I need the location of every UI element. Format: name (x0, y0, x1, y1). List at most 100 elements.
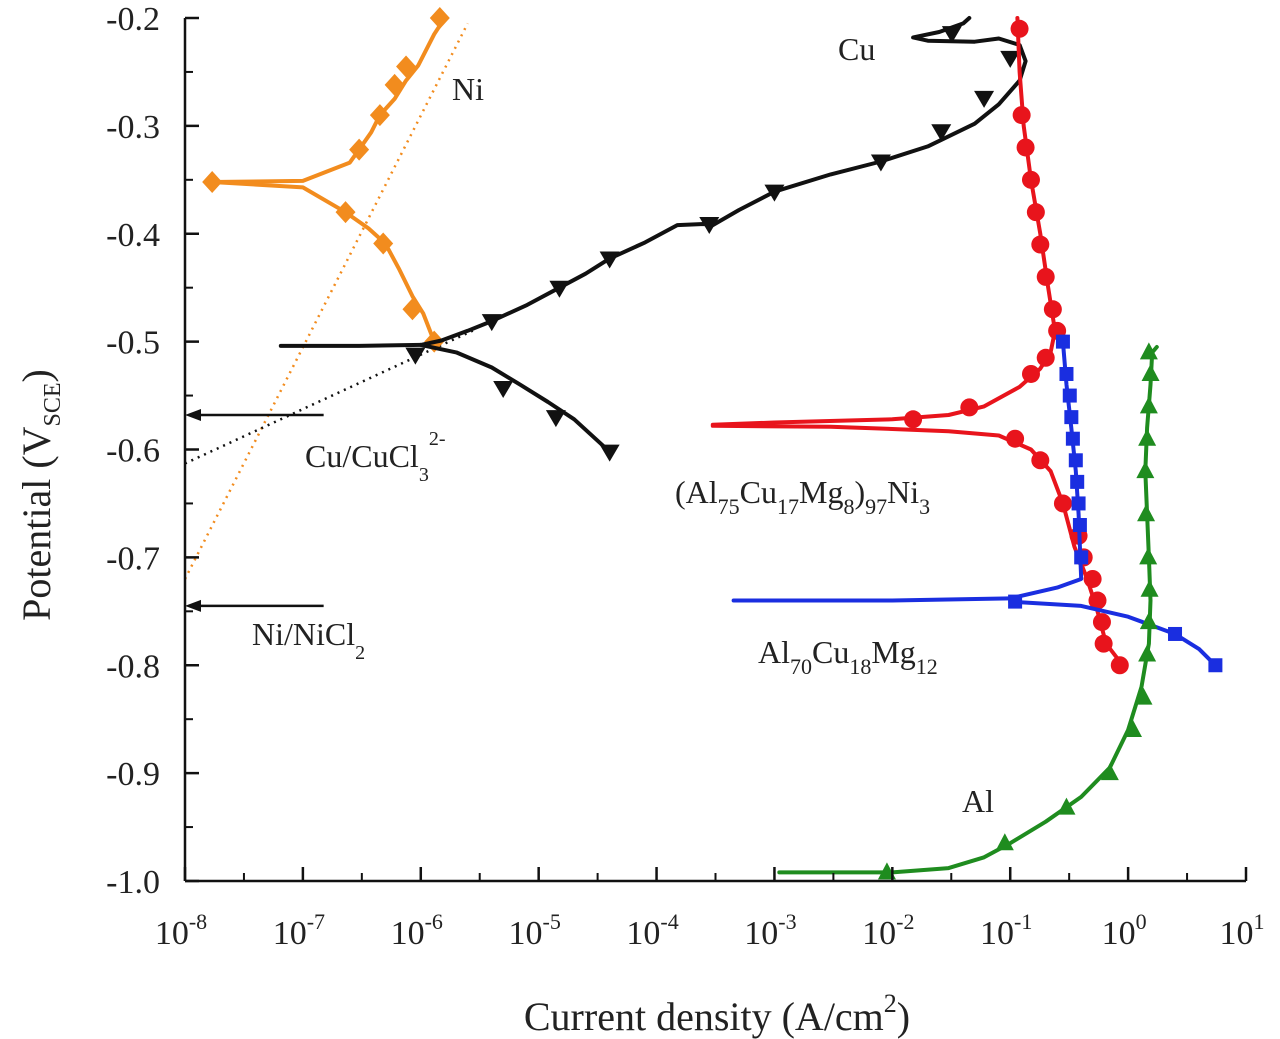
x-tick-label: 10-8 (155, 909, 207, 952)
y-tick-label: -0.3 (106, 109, 160, 146)
label-ni: Ni (452, 71, 484, 107)
cu-marker (931, 124, 952, 142)
label-al: Al (962, 783, 994, 819)
al-marker (1123, 719, 1142, 737)
x-tick-label: 10-1 (980, 909, 1032, 952)
y-tick-label: -0.5 (106, 325, 160, 362)
cu-marker (549, 280, 570, 298)
alcumgni-marker (1031, 235, 1050, 254)
cu-marker (599, 251, 620, 269)
al-marker (1139, 612, 1158, 630)
y-axis-title-sub: SCE (40, 382, 66, 426)
alcumg-marker (1068, 453, 1083, 468)
alcumgni-marker (1021, 364, 1040, 383)
alcumg-marker (1208, 658, 1223, 673)
x-tick-label: 10-7 (273, 909, 325, 952)
cu-marker (493, 381, 514, 399)
cu-curve-2 (418, 342, 612, 454)
cu-marker (481, 314, 502, 332)
alcumgni-marker (1036, 267, 1055, 286)
y-tick-label: -0.8 (106, 648, 160, 685)
alcumg-marker (1055, 334, 1070, 349)
cu-marker (599, 444, 620, 462)
alcumgni-marker (1006, 429, 1025, 448)
ni-curve-2 (210, 180, 437, 344)
alcumgni-curve-2 (710, 423, 1125, 668)
ni-marker (369, 104, 390, 127)
al-marker (1138, 644, 1157, 662)
ni-marker (429, 7, 450, 29)
alcumg-marker (1071, 496, 1086, 511)
alcumgni-curve-1 (710, 16, 1057, 427)
al-marker (1139, 342, 1158, 360)
cu-cucl3-arrow-head (185, 408, 201, 421)
x-tick-label: 10-6 (391, 909, 443, 952)
alcumg-marker (1064, 410, 1079, 425)
alcumg-marker (1070, 474, 1085, 489)
alcumgni-marker (1092, 613, 1111, 632)
al-marker (1139, 547, 1158, 565)
alcumgni-marker (1016, 138, 1035, 157)
al-marker (1140, 579, 1159, 597)
label-cu: Cu (838, 31, 875, 67)
alcumgni-marker (1043, 300, 1062, 319)
al-marker (1141, 363, 1160, 381)
cu-marker (405, 347, 426, 365)
alcumgni-marker (1012, 106, 1031, 125)
label-alloy-base: Al70Cu18Mg12 (758, 634, 938, 679)
alcumgni-marker (904, 410, 923, 429)
series-cu (278, 16, 1028, 462)
alcumgni-marker (1053, 494, 1072, 513)
alcumgni-marker (1026, 203, 1045, 222)
x-tick-label: 10-5 (509, 909, 561, 952)
label-ni-nicl2: Ni/NiCl2 (252, 616, 365, 664)
y-tick-label: -1.0 (106, 864, 160, 901)
ni-marker (396, 55, 417, 78)
series-ni (202, 7, 450, 353)
cu-curve-1 (278, 16, 1028, 348)
al-marker (1137, 504, 1156, 522)
al-marker (1134, 687, 1153, 705)
cu-marker (870, 154, 891, 172)
alcumgni-marker (960, 398, 979, 417)
alcumgni-marker (1031, 451, 1050, 470)
alcumg-marker (1008, 594, 1023, 609)
alcumgni-marker (1021, 170, 1040, 189)
alcumg-marker (1065, 431, 1080, 446)
cu-marker (545, 410, 566, 428)
al-marker (1139, 396, 1158, 414)
ni-marker (202, 170, 223, 193)
al-marker (995, 833, 1014, 851)
x-tick-label: 10-3 (744, 909, 796, 952)
alcumgni-marker (1088, 591, 1107, 610)
x-tick-label: 101 (1220, 909, 1265, 952)
x-axis-title-sup: 2 (884, 989, 897, 1018)
alcumgni-marker (1094, 634, 1113, 653)
tafel-extrapolation-lines (183, 22, 478, 580)
ni-tafel-line (183, 22, 469, 580)
alcumg-marker (1072, 518, 1087, 533)
ni-marker (335, 201, 356, 224)
al-marker (1138, 428, 1157, 446)
cu-marker (699, 217, 720, 235)
alcumg-marker (1059, 366, 1074, 381)
series-layer (202, 7, 1223, 880)
y-tick-label: -0.9 (106, 756, 160, 793)
al-curve-1 (777, 345, 1159, 875)
alcumgni-marker (1010, 19, 1029, 38)
al-marker (1136, 461, 1155, 479)
alcumg-marker (1168, 626, 1183, 641)
alcumg-marker (1074, 550, 1089, 565)
alcumg-curve-2 (1008, 599, 1218, 668)
al-marker (1057, 797, 1076, 815)
x-tick-label: 10-4 (626, 909, 678, 952)
alcumgni-marker (1083, 569, 1102, 588)
cu-marker (764, 184, 785, 202)
y-tick-label: -0.2 (106, 1, 160, 38)
ni-marker (373, 232, 394, 255)
ni-nicl2-arrow-head (185, 599, 201, 612)
reference-arrows (185, 408, 324, 612)
alcumg-marker (1062, 388, 1077, 403)
label-alloy-ni: (Al75Cu17Mg8)97Ni3 (675, 474, 930, 519)
